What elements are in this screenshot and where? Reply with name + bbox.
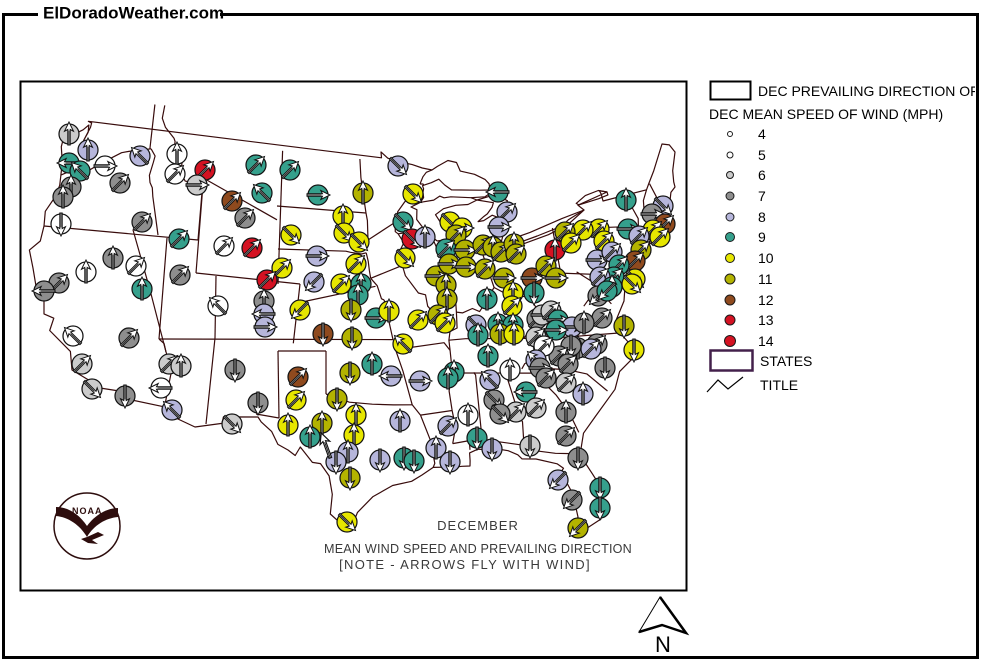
svg-text:14: 14 <box>758 333 774 349</box>
svg-text:ElDoradoWeather.com: ElDoradoWeather.com <box>43 4 224 23</box>
svg-text:5: 5 <box>758 147 766 163</box>
svg-text:DEC PREVAILING DIRECTION OF WI: DEC PREVAILING DIRECTION OF WIND <box>758 83 981 99</box>
svg-text:TITLE: TITLE <box>760 377 798 393</box>
svg-text:NOAA: NOAA <box>72 506 102 516</box>
svg-text:DEC MEAN SPEED OF WIND (MPH): DEC MEAN SPEED OF WIND (MPH) <box>709 106 943 122</box>
svg-text:STATES: STATES <box>760 353 812 369</box>
svg-text:[NOTE - ARROWS FLY WITH WIND]: [NOTE - ARROWS FLY WITH WIND] <box>339 557 591 572</box>
svg-text:8: 8 <box>758 209 766 225</box>
svg-text:4: 4 <box>758 126 766 142</box>
svg-text:13: 13 <box>758 312 774 328</box>
svg-text:11: 11 <box>758 271 773 287</box>
svg-text:MEAN WIND SPEED AND PREVAILING: MEAN WIND SPEED AND PREVAILING DIRECTION <box>324 542 632 556</box>
svg-text:9: 9 <box>758 229 766 245</box>
svg-text:10: 10 <box>758 250 774 266</box>
svg-text:N: N <box>655 632 671 657</box>
svg-text:7: 7 <box>758 188 766 204</box>
svg-text:6: 6 <box>758 167 766 183</box>
svg-text:DECEMBER: DECEMBER <box>437 518 519 533</box>
svg-text:12: 12 <box>758 292 774 308</box>
